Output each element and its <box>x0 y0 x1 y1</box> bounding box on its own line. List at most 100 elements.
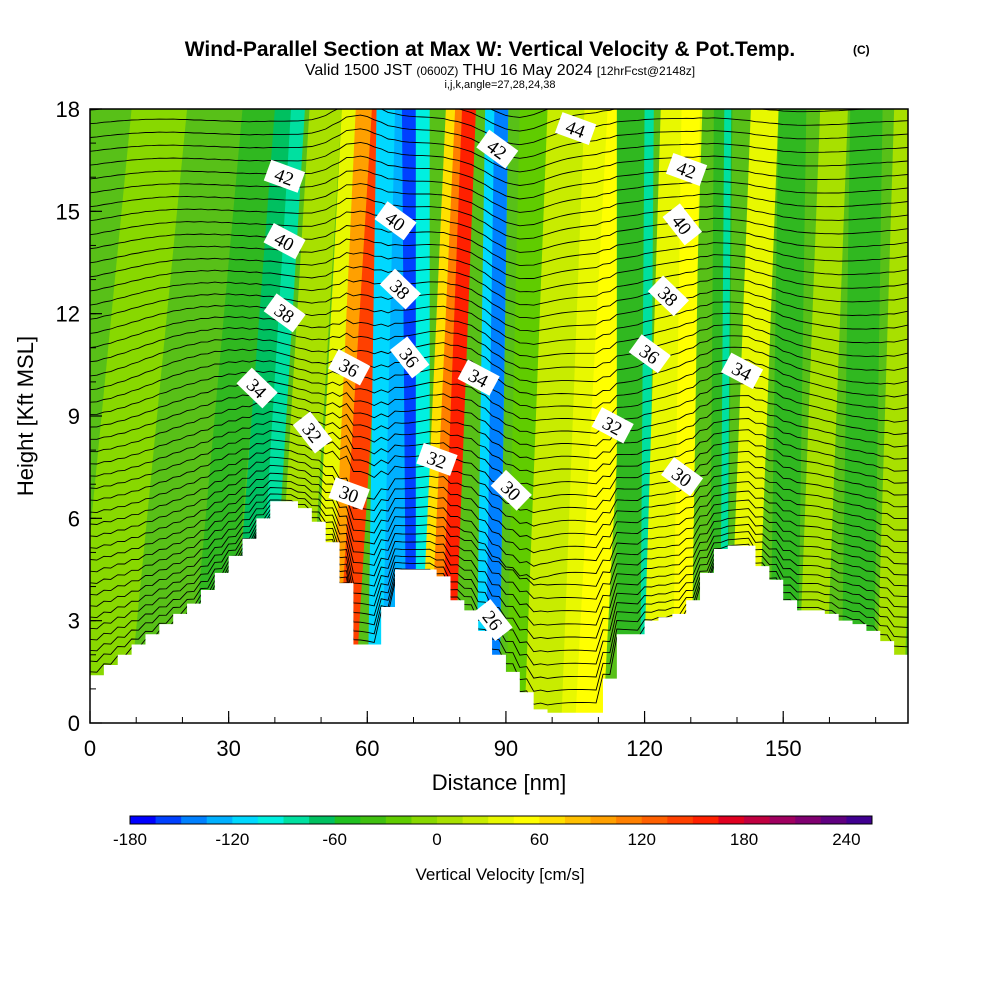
colorbar-swatch <box>590 816 617 824</box>
colorbar-swatch <box>130 816 157 824</box>
colorbar-tick-label: 120 <box>628 830 656 849</box>
subtitle-utc: (0600Z) <box>416 64 458 78</box>
theta-contour-line <box>90 370 908 422</box>
theta-contour-line <box>90 410 908 474</box>
x-tick-label: 90 <box>494 736 518 761</box>
theta-contour-line <box>90 472 908 567</box>
theta-contour-line <box>90 493 908 600</box>
colorbar-swatch <box>385 816 412 824</box>
y-tick-label: 12 <box>56 302 80 327</box>
plot-area: 4240383432303640383632344230264432363840… <box>90 109 908 723</box>
subtitle-valid: Valid 1500 JST <box>305 62 413 79</box>
theta-contour-line <box>90 464 908 554</box>
colorbar-swatch <box>820 816 847 824</box>
x-tick-label: 150 <box>765 736 802 761</box>
colorbar-swatch <box>641 816 668 824</box>
contour-label-box <box>591 407 634 444</box>
y-tick-label: 0 <box>68 711 80 736</box>
colorbar-swatch <box>437 816 464 824</box>
theta-contour-line <box>90 312 908 358</box>
subtitle-date: THU 16 May 2024 <box>463 62 593 79</box>
colorbar-tick-label: 0 <box>432 830 441 849</box>
y-axis-label: Height [Kft MSL] <box>13 336 38 496</box>
axes: 0 30 60 90 120 150 0 3 6 9 12 15 18 <box>56 97 877 761</box>
theta-contour-line <box>90 335 908 384</box>
colorbar-swatch <box>181 816 208 824</box>
colorbar-frame <box>129 815 873 825</box>
theta-contour-line <box>90 391 908 448</box>
contour-label-box <box>457 359 500 396</box>
colorbar-swatch <box>539 816 566 824</box>
contour-label-box <box>374 201 417 241</box>
chart-title: Wind-Parallel Section at Max W: Vertical… <box>185 38 796 61</box>
contour-label-box <box>328 349 371 386</box>
theta-contour-line <box>90 278 908 319</box>
contour-label-box <box>476 129 519 169</box>
colorbar-swatch <box>769 816 796 824</box>
y-tick-label: 18 <box>56 97 80 122</box>
colorbar-swatch <box>257 816 285 824</box>
colorbar-swatch <box>360 816 387 824</box>
colorbar-swatch <box>488 816 515 824</box>
colorbar-swatch <box>718 816 745 824</box>
colorbar-swatch <box>667 816 694 824</box>
theta-contour-line <box>90 448 908 527</box>
theta-contour-line <box>489 109 550 118</box>
theta-contour-line <box>90 265 908 306</box>
contour-label-box <box>263 222 306 260</box>
theta-contour-line <box>90 224 908 267</box>
theta-contour-line <box>90 238 908 280</box>
theta-contour-line <box>90 169 908 213</box>
band-green-f <box>840 109 883 723</box>
theta-contour-line <box>90 141 908 186</box>
theta-contour-line <box>90 301 908 345</box>
x-tick-label: 30 <box>216 736 240 761</box>
copyright-mark: (C) <box>853 43 870 57</box>
colorbar-tick-label: 60 <box>530 830 549 849</box>
colorbar-swatch <box>846 816 873 824</box>
terrain-mask <box>90 501 908 723</box>
band-green-b <box>505 109 548 723</box>
subtitle-forecast: [12hrFcst@2148z] <box>597 64 695 78</box>
contour-label-box <box>236 367 278 409</box>
theta-contour-line <box>90 109 873 132</box>
colorbar-swatch <box>155 816 182 824</box>
band-lightgreen-e <box>797 109 848 723</box>
contour-label-box <box>379 268 421 310</box>
contour-label-box <box>389 336 430 379</box>
colorbar-title: Vertical Velocity [cm/s] <box>415 865 584 884</box>
theta-contour-line <box>90 324 908 371</box>
x-tick-label: 0 <box>84 736 96 761</box>
colorbar-swatch <box>334 816 361 824</box>
contour-label: 32 <box>416 442 458 476</box>
contour-label-box <box>490 469 532 511</box>
theta-contour-line <box>90 155 908 200</box>
colorbar-swatch <box>616 816 643 824</box>
theta-contour-line <box>90 346 908 396</box>
x-axis-label: Distance [nm] <box>432 770 567 795</box>
theta-contour-line <box>90 359 908 409</box>
theta-contour-line <box>90 128 908 173</box>
y-tick-label: 6 <box>68 506 80 531</box>
theta-contour-line <box>90 252 908 293</box>
theta-contour-line <box>90 509 908 639</box>
theta-contour-line <box>90 210 908 253</box>
theta-contour-line <box>90 401 908 461</box>
colorbar-swatch <box>206 816 233 824</box>
theta-contour-line <box>90 456 908 540</box>
x-tick-label: 120 <box>626 736 663 761</box>
theta-contour-line <box>90 183 908 227</box>
colorbar-swatch <box>795 816 822 824</box>
theta-contour-line <box>90 380 908 435</box>
colorbar-tick-label: -120 <box>215 830 249 849</box>
band-lightgreen-f <box>875 109 908 723</box>
chart-subtitle-indices: i,j,k,angle=27,28,24,38 <box>444 79 555 91</box>
colorbar-swatch <box>283 816 310 824</box>
colorbar-swatch <box>692 816 719 824</box>
band-lightblue-b <box>485 109 509 723</box>
colorbar-swatch <box>411 816 438 824</box>
y-tick-label: 15 <box>56 199 80 224</box>
y-tick-label: 9 <box>68 404 80 429</box>
x-tick-label: 60 <box>355 736 379 761</box>
contour-label-box <box>263 293 306 333</box>
